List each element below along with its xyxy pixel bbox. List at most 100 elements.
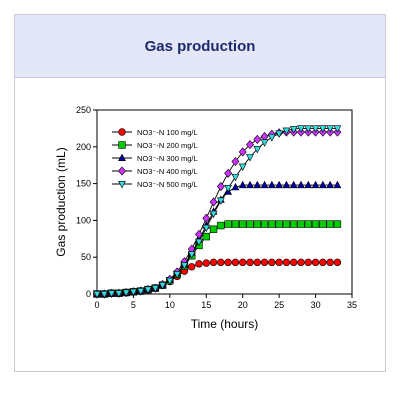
data-point — [326, 258, 334, 267]
data-point — [290, 220, 298, 228]
data-point — [289, 180, 298, 189]
data-point — [195, 260, 203, 268]
data-point — [253, 145, 262, 154]
data-point — [326, 180, 335, 189]
data-point — [202, 259, 210, 267]
data-point — [253, 180, 262, 189]
data-point — [202, 224, 211, 233]
x-tick-label: 10 — [165, 300, 175, 310]
x-tick-label: 0 — [94, 300, 99, 310]
data-point — [333, 258, 342, 267]
data-point — [319, 258, 327, 267]
series-3 — [93, 180, 342, 298]
data-point — [260, 220, 269, 228]
data-point — [246, 154, 254, 162]
x-axis-label: Time (hours) — [191, 317, 259, 331]
data-point — [216, 182, 225, 192]
data-point — [246, 258, 254, 267]
data-point — [129, 288, 138, 297]
chart-card: Gas production — [14, 14, 386, 372]
data-point — [122, 289, 131, 297]
data-point — [311, 220, 320, 228]
legend-marker — [118, 166, 126, 176]
data-point — [267, 134, 276, 142]
data-point — [136, 288, 145, 296]
data-point — [326, 125, 335, 133]
data-point — [224, 184, 233, 193]
data-point — [275, 258, 283, 267]
panel-title: Gas production — [144, 37, 256, 55]
data-point — [224, 258, 232, 267]
data-point — [297, 125, 305, 133]
x-tick-label: 20 — [238, 300, 248, 310]
data-point — [290, 258, 298, 267]
legend-marker — [118, 141, 126, 149]
data-point — [224, 220, 232, 228]
data-point — [304, 258, 312, 267]
data-point — [260, 131, 269, 142]
axes-layer: 0 5 10 15 20 25 30 35 0 50 100 150 200 250 Time (hours… — [54, 105, 357, 331]
data-point — [253, 220, 261, 228]
y-tick-label: 150 — [76, 179, 91, 189]
data-point — [217, 258, 225, 267]
data-point — [238, 147, 247, 157]
data-point — [224, 168, 233, 178]
data-point — [188, 263, 196, 271]
data-point — [304, 125, 313, 133]
legend-marker — [118, 128, 126, 136]
data-point — [231, 182, 240, 191]
legend-label: NO3⁻-N 500 mg/L — [137, 180, 198, 189]
data-point — [239, 258, 247, 267]
x-tick-label: 25 — [274, 300, 284, 310]
data-point — [114, 290, 123, 298]
data-point — [246, 140, 254, 150]
data-point — [318, 125, 327, 133]
y-tick-label: 100 — [76, 215, 91, 225]
data-point — [209, 210, 218, 219]
data-point — [253, 258, 261, 267]
data-point — [209, 197, 218, 207]
data-point — [275, 180, 284, 189]
data-point — [238, 180, 247, 189]
data-point — [304, 220, 312, 228]
data-point — [267, 180, 276, 189]
data-point — [209, 258, 218, 267]
data-point — [231, 173, 240, 182]
data-point — [318, 180, 327, 189]
legend-marker — [118, 180, 126, 189]
data-point — [158, 282, 167, 290]
data-point — [275, 220, 283, 228]
series-4 — [93, 127, 342, 299]
data-point — [326, 220, 334, 228]
data-point — [311, 258, 320, 267]
data-point — [333, 125, 342, 133]
series-2 — [93, 220, 342, 298]
data-point — [187, 251, 196, 259]
series-layer — [93, 125, 342, 299]
data-point — [209, 225, 218, 233]
legend-layer: NO3⁻-N 100 mg/L NO3⁻-N 200 mg/L NO3⁻-N 300… — [112, 128, 198, 189]
data-point — [238, 163, 247, 172]
legend-marker — [118, 153, 126, 162]
data-point — [107, 290, 116, 298]
data-point — [282, 180, 291, 189]
y-tick-label: 200 — [76, 142, 91, 152]
data-point — [333, 180, 342, 189]
data-point — [289, 126, 298, 134]
data-point — [275, 130, 284, 138]
data-point — [202, 213, 211, 223]
data-point — [100, 290, 109, 299]
data-point — [297, 180, 305, 189]
data-point — [282, 258, 291, 267]
panel-header: Gas production — [15, 15, 385, 78]
data-point — [304, 180, 313, 189]
data-point — [246, 180, 254, 189]
data-point — [217, 221, 225, 230]
data-point — [311, 125, 320, 133]
data-point — [246, 220, 254, 228]
data-point — [260, 180, 269, 189]
data-point — [216, 197, 225, 205]
legend-label: NO3⁻-N 300 mg/L — [137, 154, 198, 163]
data-point — [297, 220, 305, 228]
